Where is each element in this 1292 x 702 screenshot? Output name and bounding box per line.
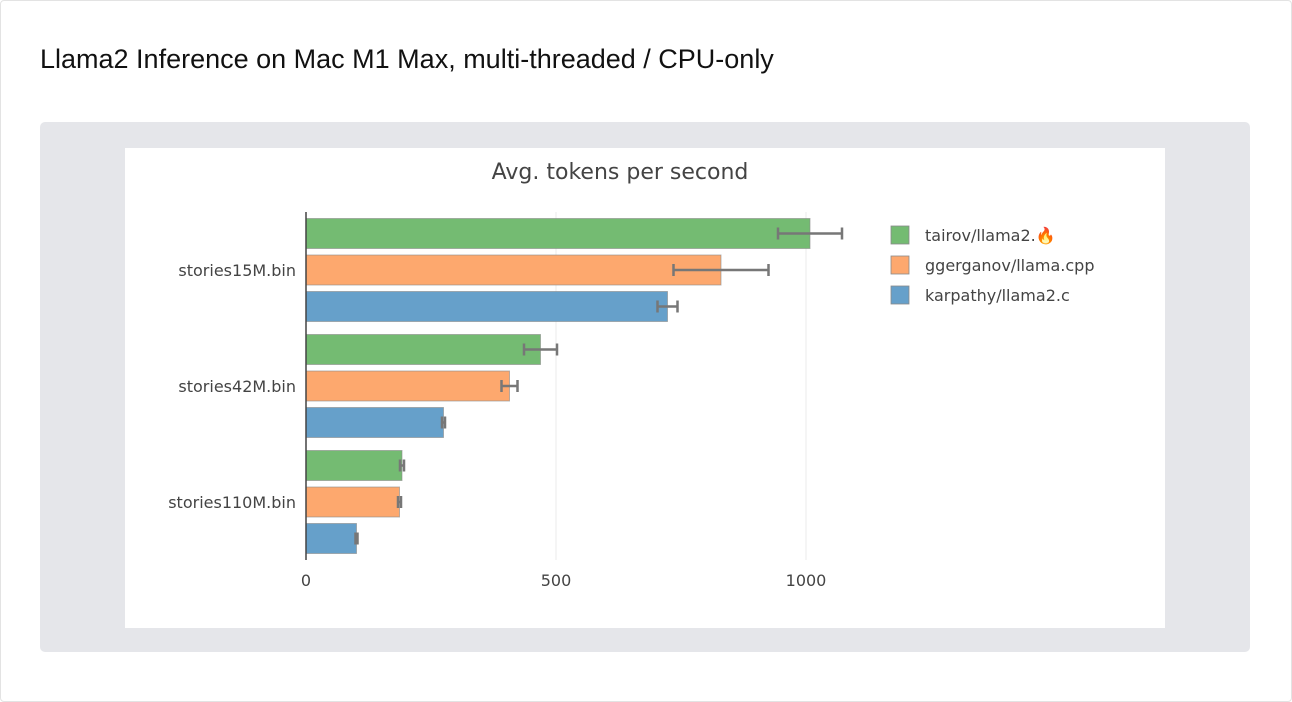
page-title: Llama2 Inference on Mac M1 Max, multi-th… xyxy=(40,44,774,74)
bar xyxy=(305,334,541,365)
y-tick-label: stories110M.bin xyxy=(168,493,296,512)
legend-label: karpathy/llama2.c xyxy=(925,286,1070,305)
error-bar xyxy=(672,264,770,276)
y-tick-label: stories42M.bin xyxy=(178,377,296,396)
error-bar xyxy=(656,300,679,313)
bar xyxy=(305,291,668,322)
bar xyxy=(305,254,722,286)
chart-container: Avg. tokens per second 0 500 1000 stories15M… xyxy=(125,148,1165,628)
bar xyxy=(305,450,403,481)
legend-swatch xyxy=(890,255,910,275)
error-bar xyxy=(500,380,519,392)
bar xyxy=(305,523,357,554)
bar xyxy=(305,407,444,438)
y-tick-label: stories15M.bin xyxy=(178,261,296,280)
chart-title: Avg. tokens per second xyxy=(492,160,749,185)
error-bar xyxy=(396,496,403,508)
x-tick-label: 1000 xyxy=(786,571,827,590)
error-bar xyxy=(398,459,406,472)
error-bar xyxy=(522,343,559,356)
bar-chart: Avg. tokens per second 0 500 1000 stories15M… xyxy=(168,160,1094,590)
legend-label: ggerganov/llama.cpp xyxy=(925,256,1094,275)
bar xyxy=(305,370,510,402)
legend-swatch xyxy=(890,225,910,245)
error-bar xyxy=(776,227,844,240)
error-bar xyxy=(354,532,359,545)
x-tick-label: 0 xyxy=(301,571,311,590)
legend-swatch xyxy=(890,285,910,305)
bar xyxy=(305,486,400,518)
x-tick-label: 500 xyxy=(541,571,572,590)
bar xyxy=(305,218,811,249)
error-bar xyxy=(440,416,447,429)
legend-label: tairov/llama2.🔥 xyxy=(925,226,1056,245)
